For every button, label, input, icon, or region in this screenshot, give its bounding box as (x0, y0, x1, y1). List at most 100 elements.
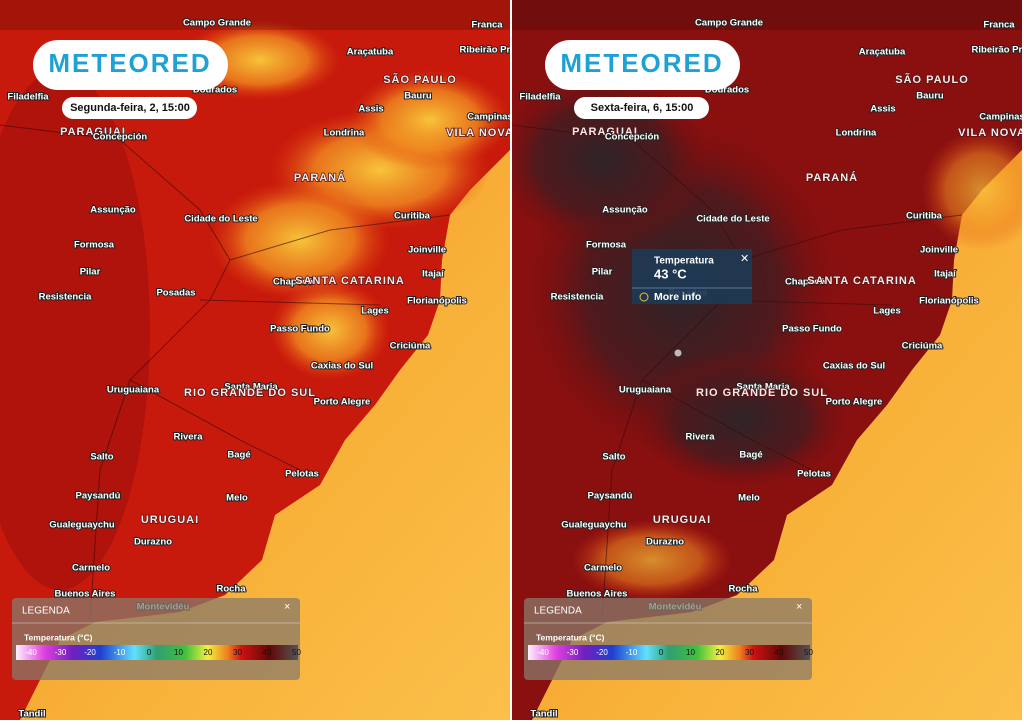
tooltip (632, 249, 752, 304)
legend-title: LEGENDA (22, 606, 70, 617)
region-label: PARANÁ (806, 171, 858, 184)
place-label: Chapecó (785, 277, 825, 288)
location-dot (674, 349, 682, 357)
region-label: SÃO PAULO (383, 73, 457, 86)
place-label: Criciúma (902, 341, 943, 352)
date: Segunda-feira, 2, 15:00 (70, 102, 190, 114)
logo-box (545, 40, 740, 90)
place-label: Florianópolis (407, 296, 467, 307)
place-label: Buenos Aires (55, 589, 116, 600)
legend-close[interactable]: × (796, 601, 802, 613)
place-label: Rocha (216, 584, 246, 595)
scale-tick: 30 (745, 648, 754, 657)
place-label: Londrina (836, 128, 877, 139)
place-label: Araçatuba (859, 47, 906, 58)
tooltip-link[interactable]: More info (654, 291, 701, 303)
place-label: Bauru (404, 91, 432, 102)
place-label: Lages (873, 306, 900, 317)
place-label: Porto Alegre (826, 397, 883, 408)
place-label: Resistencia (551, 292, 605, 303)
region-label: SANTA CATARINA (295, 275, 405, 287)
place-label: Campo Grande (183, 18, 251, 29)
place-label: Porto Alegre (314, 397, 371, 408)
place-label: Caxias do Sul (311, 361, 373, 372)
place-label: Formosa (74, 240, 115, 251)
place-label: Ribeirão Preto (972, 45, 1024, 56)
date: Sexta-feira, 6, 15:00 (591, 102, 694, 114)
place-label: Assunção (602, 205, 648, 216)
region-label: RIO GRANDE DO SUL (184, 387, 316, 399)
scale-tick: 40 (263, 648, 272, 657)
place-label: Campinas (979, 112, 1024, 123)
scale-tick: 20 (204, 648, 213, 657)
place-label: Durazno (646, 537, 684, 548)
place-label: Bagé (227, 450, 250, 461)
place-label: Rivera (685, 432, 715, 443)
place-label: Joinville (920, 245, 958, 256)
place-label: Passo Fundo (270, 324, 330, 335)
place-label: Araçatuba (347, 47, 394, 58)
ocean (532, 150, 1022, 720)
scale-title: Temperatura (°C) (536, 632, 605, 642)
scale-tick: -40 (25, 648, 37, 657)
place-label: Ribeirão Preto (460, 45, 525, 56)
date-pill (574, 97, 709, 119)
place-label: Florianópolis (919, 296, 979, 307)
tooltip-value: 43 °C (654, 266, 687, 281)
scale-tick: -30 (55, 648, 67, 657)
place-label: Assunção (90, 205, 136, 216)
place-label: Buenos Aires (567, 589, 628, 600)
color-scale (16, 645, 298, 660)
place-label: Paysandú (588, 491, 633, 502)
scale-tick: 50 (804, 648, 813, 657)
place-label: Curitiba (906, 211, 943, 222)
place-label: Assis (870, 104, 895, 115)
scale-tick: 0 (659, 648, 664, 657)
place-label: Franca (471, 20, 503, 31)
place-label: Bauru (916, 91, 944, 102)
info-icon (639, 292, 649, 302)
region-label: VILA NOVA (446, 127, 514, 139)
place-label: Londrina (324, 128, 365, 139)
place-label: Lages (361, 306, 388, 317)
place-label: Santa Maria (224, 382, 278, 393)
date-pill (62, 97, 197, 119)
ocean (20, 150, 510, 720)
region-label: RIO GRANDE DO SUL (696, 387, 828, 399)
warm-area (270, 280, 390, 380)
logo: METEORED (48, 48, 211, 78)
top-strip (512, 0, 1022, 30)
place-label: Concepción (605, 132, 660, 143)
warm-area (350, 70, 510, 170)
cool-area (0, 70, 150, 590)
scale-tick: 20 (716, 648, 725, 657)
place-label: Salto (602, 452, 625, 463)
place-label: Uruguaiana (619, 385, 672, 396)
panel-gap (510, 0, 512, 720)
place-label: Filadelfia (519, 92, 561, 103)
tooltip-close[interactable]: ✕ (740, 253, 749, 265)
place-label: Chapecó (273, 277, 313, 288)
place-label: Caxias do Sul (823, 361, 885, 372)
hot-area (632, 350, 852, 490)
place-label: Cidade do Leste (696, 214, 769, 225)
place-label: Rocha (728, 584, 758, 595)
place-label: Pilar (80, 267, 101, 278)
scale-tick: 10 (686, 648, 695, 657)
place-label: Melo (226, 493, 248, 504)
scale-tick: -10 (626, 648, 638, 657)
logo-box (33, 40, 228, 90)
warm-area (922, 130, 1022, 250)
map-panel: Campo Grande Franca Araçatuba Ribeirão Pret… (0, 0, 525, 720)
place-label: Pelotas (797, 469, 831, 480)
place-label: Gualeguaychu (561, 520, 627, 531)
place-label: Itajaí (934, 269, 956, 280)
legend-close[interactable]: × (284, 601, 290, 613)
place-label: Cidade do Leste (184, 214, 257, 225)
place-label: Passo Fundo (782, 324, 842, 335)
scale-tick: 40 (775, 648, 784, 657)
place-label: Criciúma (390, 341, 431, 352)
place-label: Pelotas (285, 469, 319, 480)
legend-title: LEGENDA (534, 606, 582, 617)
